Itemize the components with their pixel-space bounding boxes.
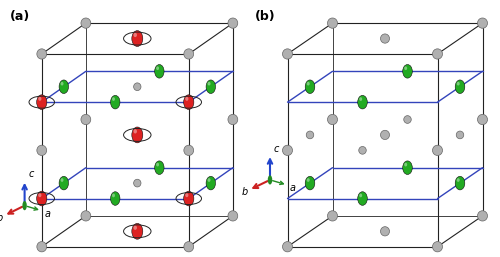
Ellipse shape <box>112 194 115 197</box>
Ellipse shape <box>37 145 46 155</box>
Ellipse shape <box>228 114 238 125</box>
Ellipse shape <box>432 242 442 252</box>
Text: a: a <box>44 209 50 219</box>
Ellipse shape <box>134 226 137 230</box>
Ellipse shape <box>110 192 120 205</box>
Ellipse shape <box>184 49 194 59</box>
Ellipse shape <box>306 131 314 139</box>
Ellipse shape <box>132 31 143 47</box>
Text: c: c <box>28 169 34 179</box>
Ellipse shape <box>228 211 238 221</box>
Ellipse shape <box>60 178 64 182</box>
Ellipse shape <box>432 145 442 155</box>
Ellipse shape <box>455 176 465 190</box>
Ellipse shape <box>359 194 362 197</box>
Ellipse shape <box>134 33 137 37</box>
Ellipse shape <box>206 80 216 94</box>
Ellipse shape <box>358 192 368 205</box>
Ellipse shape <box>22 201 27 210</box>
Ellipse shape <box>282 242 292 252</box>
Ellipse shape <box>156 66 159 70</box>
Ellipse shape <box>112 97 115 101</box>
Ellipse shape <box>404 116 411 123</box>
Ellipse shape <box>156 163 159 167</box>
Ellipse shape <box>36 191 47 206</box>
Ellipse shape <box>59 176 69 190</box>
Ellipse shape <box>185 193 188 197</box>
Ellipse shape <box>134 129 137 133</box>
Ellipse shape <box>60 82 64 86</box>
Ellipse shape <box>432 49 442 59</box>
Ellipse shape <box>36 95 47 109</box>
Ellipse shape <box>185 97 188 101</box>
Ellipse shape <box>154 65 164 78</box>
Ellipse shape <box>359 146 366 154</box>
Text: (b): (b) <box>255 10 276 23</box>
Ellipse shape <box>38 193 42 197</box>
Ellipse shape <box>305 176 315 190</box>
Ellipse shape <box>154 161 164 175</box>
Text: a: a <box>290 183 296 194</box>
Text: (a): (a) <box>10 10 30 23</box>
Ellipse shape <box>404 163 407 167</box>
Ellipse shape <box>380 130 390 140</box>
Ellipse shape <box>208 82 210 86</box>
Ellipse shape <box>134 179 141 187</box>
Ellipse shape <box>328 114 338 125</box>
Ellipse shape <box>81 18 91 28</box>
Ellipse shape <box>380 34 390 43</box>
Ellipse shape <box>134 83 141 91</box>
Ellipse shape <box>404 66 407 70</box>
Ellipse shape <box>402 161 412 175</box>
Ellipse shape <box>184 95 194 109</box>
Ellipse shape <box>455 80 465 94</box>
Ellipse shape <box>478 114 488 125</box>
Ellipse shape <box>268 175 272 185</box>
Ellipse shape <box>456 82 460 86</box>
Ellipse shape <box>456 178 460 182</box>
Ellipse shape <box>37 49 46 59</box>
Ellipse shape <box>328 211 338 221</box>
Ellipse shape <box>59 80 69 94</box>
Ellipse shape <box>305 80 315 94</box>
Ellipse shape <box>282 145 292 155</box>
Ellipse shape <box>228 18 238 28</box>
Ellipse shape <box>359 97 362 101</box>
Ellipse shape <box>282 49 292 59</box>
Ellipse shape <box>81 211 91 221</box>
Ellipse shape <box>478 18 488 28</box>
Text: b: b <box>0 213 2 223</box>
Ellipse shape <box>184 191 194 206</box>
Ellipse shape <box>81 114 91 125</box>
Ellipse shape <box>380 227 390 236</box>
Ellipse shape <box>132 127 143 143</box>
Text: b: b <box>241 187 248 197</box>
Ellipse shape <box>38 97 42 101</box>
Ellipse shape <box>184 145 194 155</box>
Ellipse shape <box>358 95 368 109</box>
Ellipse shape <box>306 178 310 182</box>
Ellipse shape <box>306 82 310 86</box>
Ellipse shape <box>110 95 120 109</box>
Ellipse shape <box>206 176 216 190</box>
Ellipse shape <box>328 18 338 28</box>
Ellipse shape <box>478 211 488 221</box>
Ellipse shape <box>456 131 464 139</box>
Ellipse shape <box>132 223 143 239</box>
Ellipse shape <box>37 242 46 252</box>
Ellipse shape <box>208 178 210 182</box>
Ellipse shape <box>402 65 412 78</box>
Text: c: c <box>274 144 279 154</box>
Ellipse shape <box>184 242 194 252</box>
